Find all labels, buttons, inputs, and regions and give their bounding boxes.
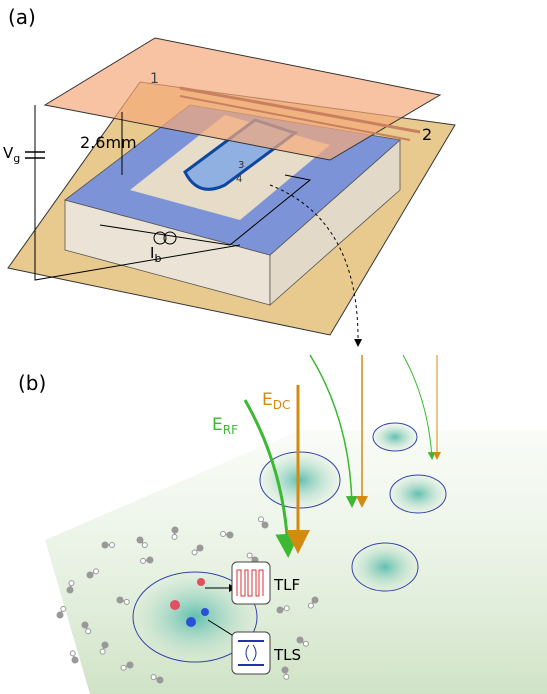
panel-label: (a) xyxy=(8,5,36,29)
strip-line xyxy=(179,95,411,141)
molecule-part xyxy=(226,531,234,539)
molecule-part xyxy=(141,542,148,549)
panel-b: (b) EDC ERF TLF TLS xyxy=(18,354,547,694)
atom xyxy=(170,600,180,610)
molecule-part xyxy=(171,533,178,540)
subscript: RF xyxy=(223,423,238,437)
gate-voltage-label: Vg xyxy=(3,144,20,165)
transition xyxy=(245,644,257,662)
molecule-part xyxy=(93,568,100,575)
molecule-part xyxy=(68,580,75,587)
bias-current-label: Ib xyxy=(150,244,161,265)
subscript: DC xyxy=(273,398,291,412)
symbol: I xyxy=(150,244,154,262)
molecule-part xyxy=(257,516,264,523)
telegraph-signal xyxy=(236,569,264,597)
thickness-label: 2.6mm xyxy=(80,133,137,152)
symbol: E xyxy=(262,390,273,410)
strip-line xyxy=(179,86,421,134)
rf-field-label: ERF xyxy=(212,415,238,437)
molecule-part xyxy=(283,605,290,612)
molecule-part xyxy=(101,641,109,649)
molecule-part xyxy=(56,611,64,619)
atom xyxy=(197,578,205,586)
molecule-part xyxy=(307,602,314,609)
molecule-part xyxy=(281,666,289,674)
symbol: E xyxy=(212,415,223,435)
electrode-label: 2 xyxy=(422,125,432,144)
molecule-part xyxy=(191,549,198,556)
tlf-icon xyxy=(231,561,271,605)
atom xyxy=(186,617,196,627)
molecule-part xyxy=(126,661,134,669)
molecule-part xyxy=(283,673,290,680)
molecule-part xyxy=(146,556,154,564)
subscript: g xyxy=(13,152,20,165)
symbol: V xyxy=(3,144,14,162)
tlf-label: TLF xyxy=(273,576,300,594)
molecule-part xyxy=(99,648,106,655)
electrode-label: 1 xyxy=(150,71,159,87)
molecule-part xyxy=(86,571,94,579)
molecule-part xyxy=(120,664,127,671)
subscript: b xyxy=(154,252,161,265)
molecule-part xyxy=(140,557,147,564)
molecule-part xyxy=(116,596,124,604)
defect-region xyxy=(372,422,418,452)
contact-label: 3 xyxy=(238,160,244,171)
molecule-part xyxy=(302,640,309,647)
molecule-part xyxy=(220,531,227,538)
molecule-part xyxy=(101,541,109,549)
current-source xyxy=(163,231,177,245)
defect-region xyxy=(389,474,447,514)
tls-icon xyxy=(231,631,271,675)
wire xyxy=(34,105,241,281)
contact-label: 4 xyxy=(236,174,242,185)
molecule-part xyxy=(311,596,319,604)
molecule-part xyxy=(296,636,304,644)
molecule-part xyxy=(261,521,269,529)
molecule-part xyxy=(171,526,179,534)
molecule-part xyxy=(123,598,130,605)
molecule-part xyxy=(69,650,76,657)
molecule-part xyxy=(156,676,164,684)
zoom-arrow xyxy=(269,184,363,347)
rf-field-arrow xyxy=(309,354,358,508)
panel-label: (b) xyxy=(18,371,46,395)
molecule-part xyxy=(276,606,284,614)
atom xyxy=(201,608,209,616)
molecule-part xyxy=(71,656,79,664)
molecule-part xyxy=(81,621,89,629)
molecule-part xyxy=(136,536,144,544)
defect-region xyxy=(351,542,419,592)
panel-a: (a) 1 2 Vg 2.6mm Ib 3 4 xyxy=(3,5,456,347)
molecule-part xyxy=(196,544,204,552)
molecule-part xyxy=(150,674,157,681)
dc-field-label: EDC xyxy=(262,390,290,412)
current-source xyxy=(153,231,167,245)
molecule-part xyxy=(109,542,115,548)
tls-label: TLS xyxy=(273,646,301,664)
defect-region xyxy=(132,571,258,663)
molecule-part xyxy=(85,628,92,635)
rf-field-arrow xyxy=(402,354,436,460)
molecule-part xyxy=(246,552,253,559)
molecule-part xyxy=(66,586,74,594)
molecule-part xyxy=(60,605,67,612)
molecules xyxy=(56,516,319,684)
